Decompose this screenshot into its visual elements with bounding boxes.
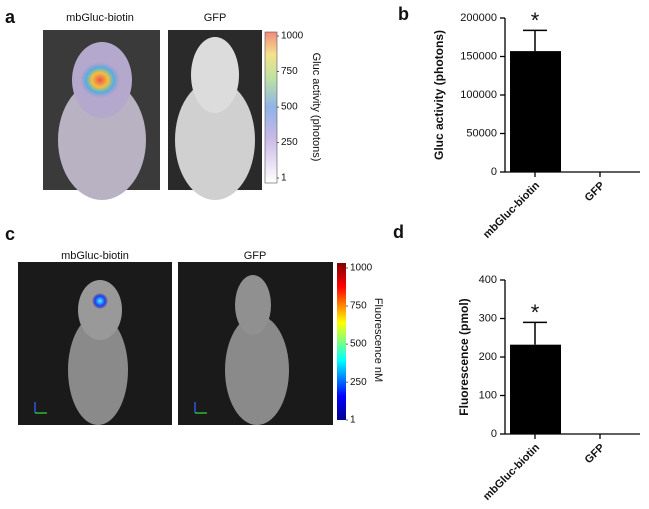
y-tick-label: 150000: [460, 50, 497, 62]
panel-label: d: [393, 222, 404, 242]
x-tick-label: GFP: [583, 180, 607, 204]
y-tick-label: 300: [479, 312, 497, 324]
y-tick-label: 400: [479, 274, 497, 286]
mouse-image: [168, 30, 262, 200]
mouse-image: [18, 262, 172, 425]
y-tick-label: 100: [479, 389, 497, 401]
annotation: *: [531, 8, 540, 33]
image-label: GFP: [204, 12, 227, 24]
error-bar: [523, 29, 547, 52]
y-tick-label: 0: [491, 166, 497, 178]
panel-label: b: [398, 4, 409, 24]
colorbar-tick-label: 250: [281, 137, 298, 148]
y-tick-label: 0: [491, 428, 497, 440]
bar: [510, 51, 561, 172]
y-tick-label: 200000: [460, 12, 497, 24]
colorbar-label: Gluc activity (photons): [310, 53, 322, 162]
error-bar: [523, 321, 547, 345]
x-tick-label: mbGluc-biotin: [481, 441, 542, 502]
colorbar-tick-label: 1000: [281, 31, 304, 42]
colorbar-tick-label: 500: [281, 102, 298, 113]
colorbar-tick-label: 750: [350, 301, 367, 312]
panel-label: c: [5, 224, 15, 244]
panel-label: a: [5, 7, 16, 27]
x-tick-label: mbGluc-biotin: [481, 179, 542, 240]
colorbar-tick-label: 250: [350, 377, 367, 388]
bar: [510, 344, 561, 434]
colorbar: [264, 31, 278, 184]
y-tick-label: 100000: [460, 89, 497, 101]
mouse-image: [43, 30, 160, 200]
y-tick-label: 50000: [466, 127, 497, 139]
colorbar-tick-label: 1000: [350, 263, 373, 274]
image-label: mbGluc-biotin: [61, 250, 129, 262]
colorbar-tick-label: 750: [281, 66, 298, 77]
colorbar-label: Fluorescence nM: [372, 298, 384, 382]
colorbar: [337, 263, 346, 420]
image-label: GFP: [244, 250, 267, 262]
y-tick-label: 200: [479, 351, 497, 363]
annotation: *: [531, 300, 540, 325]
colorbar-tick-label: 1: [350, 415, 356, 426]
colorbar-tick-label: 500: [350, 339, 367, 350]
y-axis-label: Fluorescence (pmol): [457, 298, 471, 415]
image-label: mbGluc-biotin: [66, 12, 134, 24]
y-axis-label: Gluc activity (photons): [432, 30, 446, 160]
colorbar-tick-label: 1: [281, 173, 287, 184]
x-tick-label: GFP: [583, 442, 607, 466]
mouse-image: [178, 262, 333, 425]
